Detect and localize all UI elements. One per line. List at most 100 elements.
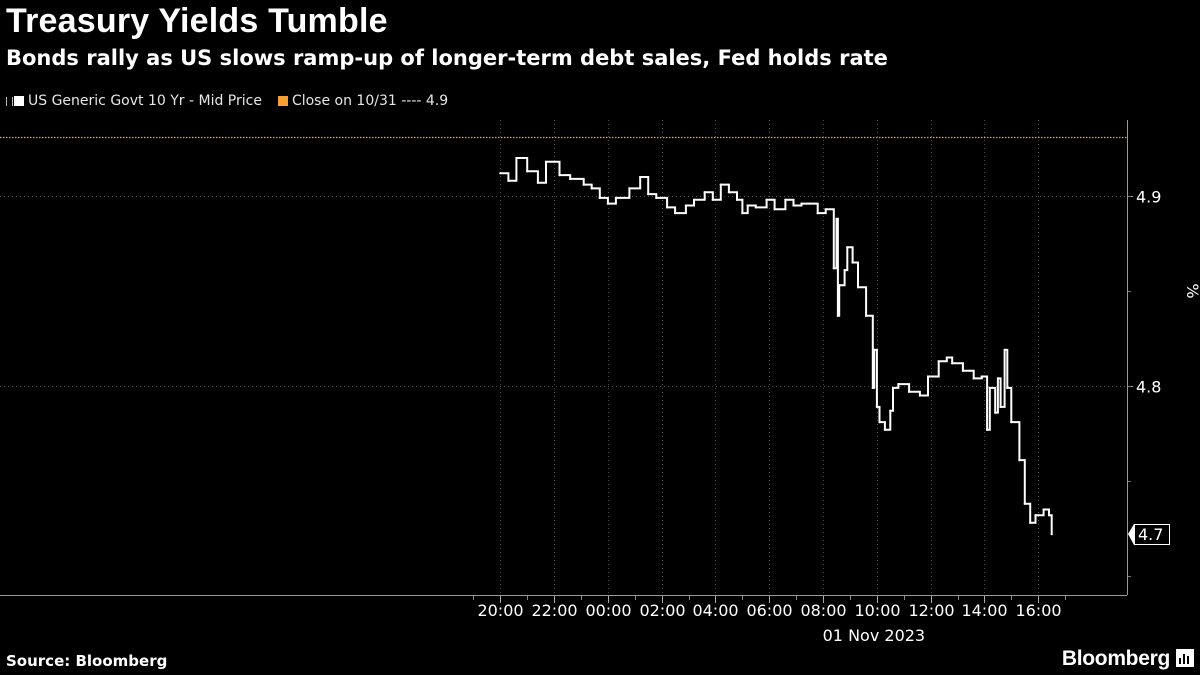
data-point (951, 362, 954, 365)
chart-subtitle: Bonds rally as US slows ramp-up of longe… (6, 46, 888, 70)
data-point (741, 212, 744, 215)
data-point (1047, 514, 1051, 517)
x-tick-label: 22:00 (531, 601, 577, 620)
legend-swatch-reference (277, 96, 288, 106)
series-layer (499, 156, 1053, 536)
data-point (1006, 386, 1009, 389)
data-point (994, 411, 997, 414)
x-axis-date-label: 01 Nov 2023 (823, 626, 925, 645)
data-point (875, 405, 879, 408)
data-point (674, 212, 677, 215)
data-point (986, 428, 989, 431)
data-point (835, 217, 838, 220)
data-point (746, 204, 749, 207)
data-point (765, 198, 768, 201)
data-point (1010, 421, 1013, 424)
data-point (937, 360, 940, 363)
data-point (647, 193, 650, 196)
data-point (1042, 508, 1045, 511)
data-point (873, 348, 876, 351)
data-point (773, 208, 776, 211)
data-point (800, 202, 803, 205)
data-point (569, 177, 572, 180)
data-point (808, 202, 811, 205)
data-point (703, 191, 706, 194)
data-point (792, 204, 795, 207)
data-point (735, 198, 739, 201)
data-point (666, 206, 669, 209)
data-point (711, 198, 714, 201)
data-point (515, 156, 518, 160)
data-point (816, 212, 819, 215)
x-tick-label: 02:00 (639, 601, 685, 620)
data-point (590, 187, 593, 190)
data-point (918, 394, 922, 397)
data-point (544, 160, 548, 163)
data-point (838, 284, 841, 287)
data-point (846, 246, 849, 249)
data-point (1003, 348, 1006, 351)
legend: US Generic Govt 10 Yr - Mid Price Close … (6, 91, 464, 111)
data-point (536, 181, 540, 184)
data-point (824, 208, 827, 211)
data-point (558, 174, 561, 177)
x-tick-label: 00:00 (585, 601, 631, 620)
data-point (999, 405, 1002, 408)
bloomberg-logo: Bloomberg (1061, 647, 1170, 670)
data-point (891, 386, 895, 389)
grid-layer (0, 120, 1127, 595)
data-point (507, 179, 510, 182)
last-value-label: 4.7 (1138, 525, 1163, 544)
data-point (684, 204, 688, 207)
y-axis-label: % (1183, 283, 1200, 298)
data-point (878, 421, 881, 424)
data-point (526, 170, 529, 173)
source-note: Source: Bloomberg (6, 652, 168, 670)
data-point (655, 196, 658, 199)
x-tick-label: 14:00 (961, 601, 1007, 620)
x-tick-label: 08:00 (800, 601, 846, 620)
data-point (628, 187, 631, 190)
data-point (889, 409, 892, 412)
x-tick-label: 10:00 (854, 601, 900, 620)
legend-swatch-series (14, 96, 24, 106)
x-tick-label: 06:00 (746, 601, 792, 620)
data-point (871, 386, 874, 389)
y-tick-label: 4.8 (1136, 378, 1161, 397)
data-point (832, 267, 835, 270)
x-tick-label: 04:00 (692, 601, 738, 620)
x-tick-label: 20:00 (477, 601, 523, 620)
data-point (1029, 521, 1032, 524)
data-point (843, 269, 846, 272)
data-point (961, 369, 965, 372)
data-point (692, 198, 696, 201)
y-tick-label: 4.9 (1136, 188, 1161, 207)
legend-item-series: US Generic Govt 10 Yr - Mid Price (6, 93, 262, 109)
legend-label-series: US Generic Govt 10 Yr - Mid Price (28, 93, 262, 109)
x-tick-label: 16:00 (1015, 601, 1061, 620)
data-point (883, 428, 887, 431)
data-point (1050, 533, 1053, 536)
data-point (836, 314, 840, 317)
legend-item-reference: Close on 10/31 ---- 4.9 (277, 93, 448, 109)
data-point (1034, 514, 1037, 517)
data-point (606, 202, 610, 205)
data-point (598, 196, 601, 199)
series-line-10yr (500, 157, 1053, 535)
data-point (727, 191, 731, 194)
data-point (980, 375, 983, 378)
data-point (851, 261, 854, 264)
data-point (865, 314, 868, 317)
data-point (499, 172, 502, 175)
data-point (897, 383, 900, 386)
data-point (784, 198, 787, 201)
x-tick-label: 12:00 (908, 601, 954, 620)
data-point (582, 183, 585, 186)
chart-title: Treasury Yields Tumble (6, 2, 388, 40)
bloomberg-terminal-icon (1176, 649, 1194, 667)
data-point (926, 375, 930, 378)
data-point (996, 377, 1000, 380)
data-point (856, 286, 860, 289)
data-point (945, 356, 948, 359)
